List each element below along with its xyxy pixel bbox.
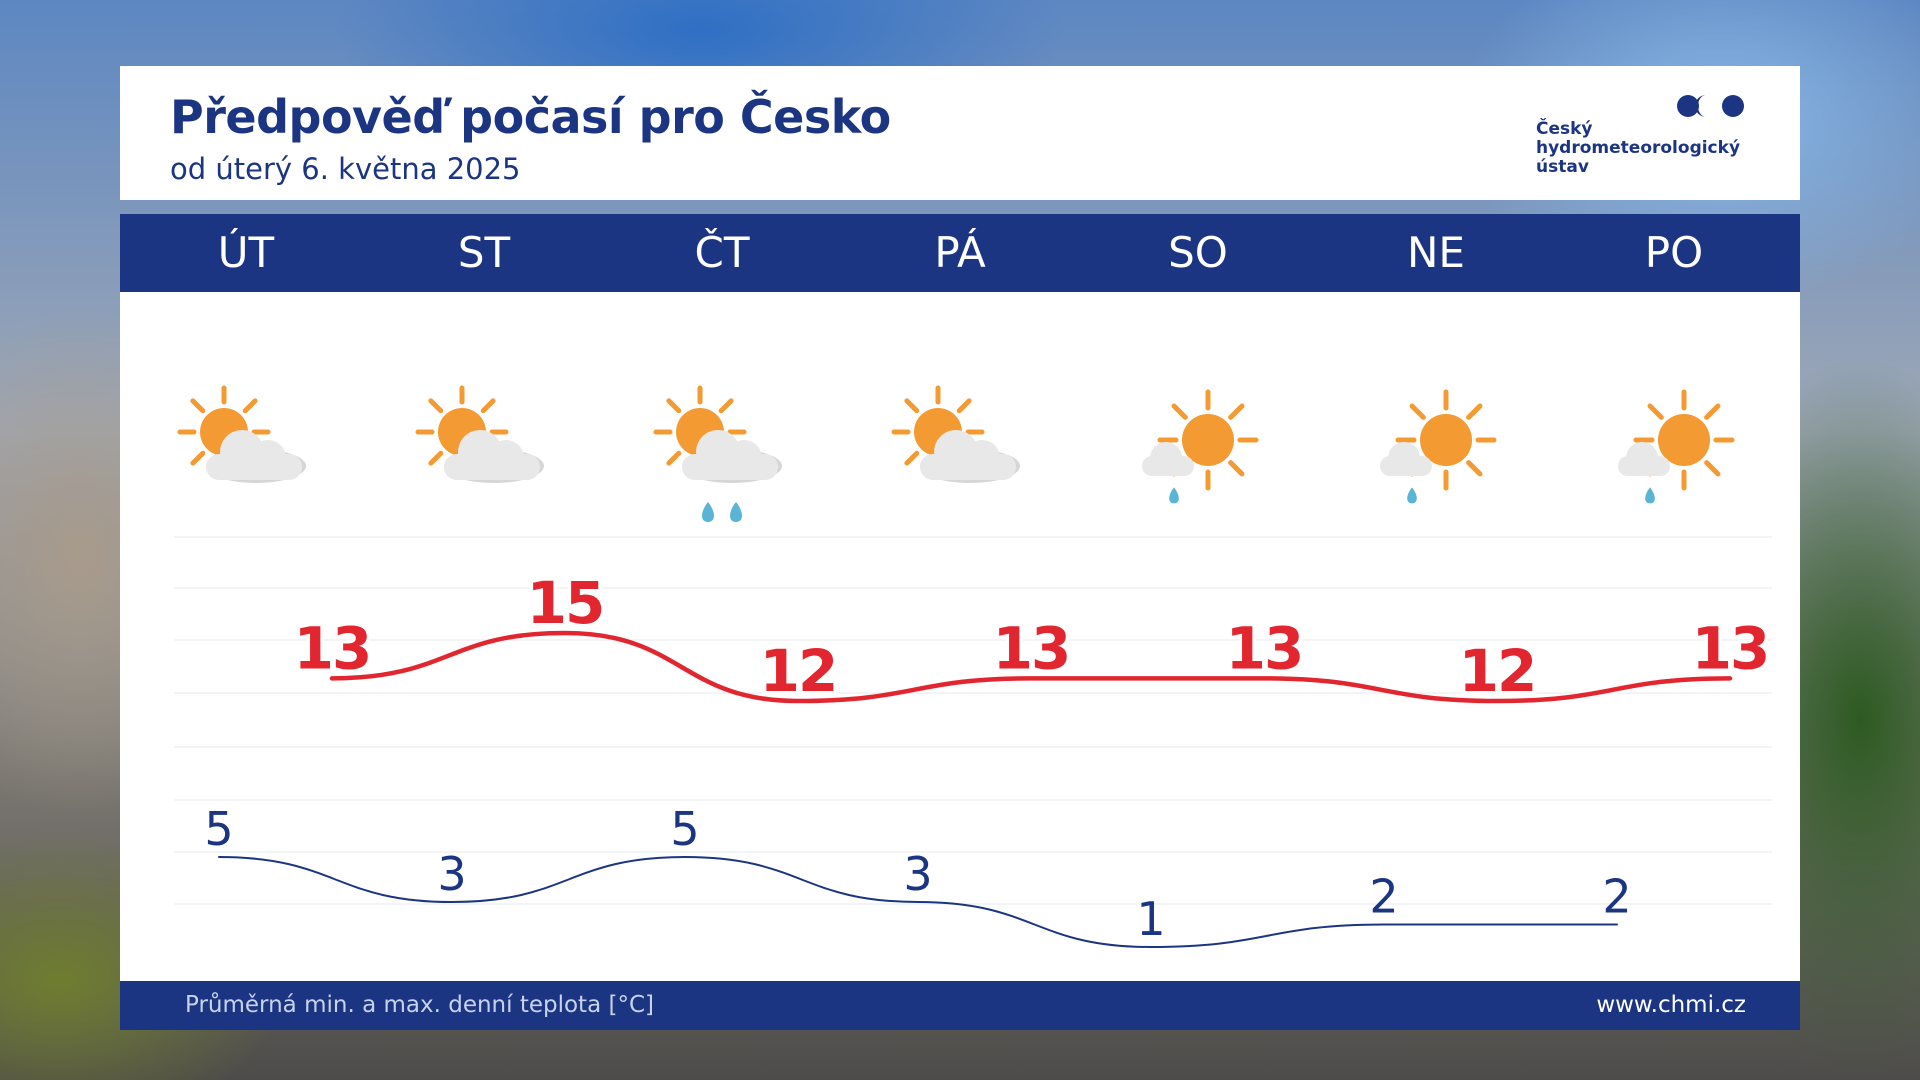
sun-ray [956, 398, 972, 414]
sun-ray [1409, 403, 1426, 420]
sun-shower-icon [1380, 389, 1497, 504]
sun-ray [718, 398, 734, 414]
sun [1658, 414, 1710, 466]
day-label: PÁ [934, 228, 986, 277]
day-label: ČT [694, 228, 750, 277]
max-temperature-label: 13 [1692, 614, 1769, 682]
sun-ray [904, 450, 920, 466]
cloud-base [682, 454, 778, 480]
max-temperature-label: 13 [993, 614, 1070, 682]
min-temperature-label: 3 [437, 847, 466, 901]
sun-ray [428, 450, 444, 466]
day-label: PO [1644, 228, 1704, 277]
logo-line: Český [1536, 119, 1593, 139]
footer: Průměrná min. a max. denní teplota [°C] … [120, 981, 1800, 1030]
cloud-base [1618, 456, 1670, 476]
sun-ray [1466, 403, 1483, 420]
min-temperature-label: 1 [1136, 892, 1165, 946]
sun-ray [480, 398, 496, 414]
chmi-logo-mark-icon [1677, 95, 1744, 117]
sun-ray [666, 450, 682, 466]
small-cloud [1142, 442, 1194, 476]
day-label: NE [1407, 228, 1465, 277]
sun-shower-icon [1618, 389, 1735, 504]
min-temperature-label: 2 [1602, 870, 1631, 924]
sun-ray [190, 450, 206, 466]
page-subtitle: od úterý 6. května 2025 [170, 152, 521, 186]
sun-behind-cloud-icon [891, 385, 1020, 483]
max-temperature-label: 12 [1459, 637, 1536, 705]
raindrop-icon [1169, 487, 1179, 504]
chart-panel: 13 15 12 13 13 12 13 5 3 5 3 1 2 2 [120, 292, 1800, 981]
cloud [444, 430, 544, 483]
cloud [682, 430, 782, 483]
min-temperature-label: 5 [204, 802, 233, 856]
min-temperature-label: 5 [670, 802, 699, 856]
logo-line: ústav [1536, 157, 1589, 177]
days-bar: ÚT ST ČT PÁ SO NE PO [120, 214, 1800, 292]
cloud-base [920, 454, 1016, 480]
cloud-base [1380, 456, 1432, 476]
sun-shower-icon [1142, 389, 1259, 504]
raindrop-icon [1645, 487, 1655, 504]
sun-ray [428, 398, 444, 414]
chart-caption: Průměrná min. a max. denní teplota [°C] [185, 992, 654, 1018]
cloud [920, 430, 1020, 483]
header: Předpověď počasí pro Česko od úterý 6. k… [120, 66, 1800, 200]
cloud [206, 430, 306, 483]
cloud-base [444, 454, 540, 480]
page-title: Předpověď počasí pro Česko [170, 90, 891, 144]
sun-ray [666, 398, 682, 414]
day-label: ST [457, 228, 511, 277]
cloud-base [1142, 456, 1194, 476]
sun-cloud-rain-icon [653, 385, 782, 522]
sun-ray [904, 398, 920, 414]
sun-ray [1704, 403, 1721, 420]
max-temperature-label: 13 [1226, 614, 1303, 682]
min-temperature-line [218, 855, 1618, 949]
max-temperature-line [329, 630, 1733, 704]
logo-line: hydrometeorologický [1536, 138, 1741, 158]
chmi-logo[interactable]: Český hydrometeorologický ústav [1506, 92, 1746, 182]
sun-ray [1228, 460, 1245, 477]
sun-ray [1228, 403, 1245, 420]
sun-ray [1704, 460, 1721, 477]
sun-ray [1466, 460, 1483, 477]
max-temperature-label: 13 [294, 614, 371, 682]
day-label: SO [1168, 228, 1228, 277]
forecast-card: Předpověď počasí pro Česko od úterý 6. k… [120, 66, 1800, 1030]
sun-ray [1647, 403, 1664, 420]
min-temperature-label: 3 [903, 847, 932, 901]
day-label: ÚT [217, 228, 275, 277]
raindrop-icon [1407, 487, 1417, 504]
small-cloud [1618, 442, 1670, 476]
min-temperature-label: 2 [1369, 870, 1398, 924]
sun [1420, 414, 1472, 466]
sun-ray [242, 398, 258, 414]
website-link[interactable]: www.chmi.cz [1596, 992, 1746, 1018]
raindrop-icon [702, 502, 714, 522]
sun-behind-cloud-icon [415, 385, 544, 483]
sun-ray [190, 398, 206, 414]
raindrop-icon [730, 502, 742, 522]
sun-ray [1171, 403, 1188, 420]
max-temperature-label: 12 [760, 637, 837, 705]
sun-behind-cloud-icon [177, 385, 306, 483]
chmi-logo-text: Český hydrometeorologický ústav [1536, 120, 1740, 177]
small-cloud [1380, 442, 1432, 476]
cloud-base [206, 454, 302, 480]
max-temperature-label: 15 [527, 569, 604, 637]
sun [1182, 414, 1234, 466]
